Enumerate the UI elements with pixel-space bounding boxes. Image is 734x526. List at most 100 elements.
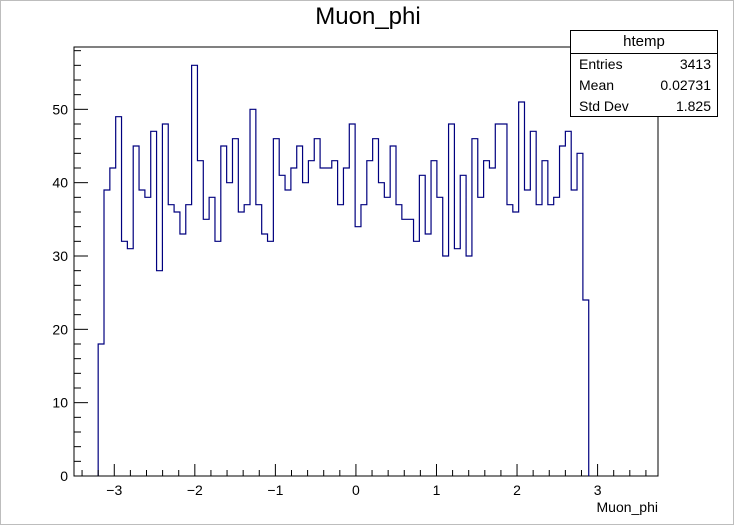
histogram-bin xyxy=(133,146,139,476)
histogram-bin xyxy=(273,139,279,476)
y-tick-label: 40 xyxy=(52,175,68,191)
histogram-bin xyxy=(583,300,589,476)
histogram-bin xyxy=(221,146,227,476)
x-axis-title: Muon_phi xyxy=(597,499,659,515)
histogram-bin xyxy=(431,161,437,476)
histogram-bin xyxy=(122,241,128,476)
histogram-bin xyxy=(326,168,332,476)
histogram-bin xyxy=(343,168,349,476)
histogram-bin xyxy=(209,197,215,476)
histogram-bin xyxy=(560,146,566,476)
histogram-bin xyxy=(285,190,291,476)
histogram-bin xyxy=(297,146,303,476)
histogram-bin xyxy=(197,161,203,476)
stats-box: htemp Entries 3413 Mean 0.02731 Std Dev … xyxy=(570,30,718,117)
histogram-bin xyxy=(110,168,116,476)
histogram-bin xyxy=(338,205,344,476)
histogram-bin xyxy=(460,175,466,476)
histogram-bin xyxy=(116,117,122,476)
histogram-bin xyxy=(530,131,536,476)
stats-mean-label: Mean xyxy=(579,77,615,93)
x-tick-label: 2 xyxy=(513,482,521,498)
histogram-bin xyxy=(250,109,256,476)
histogram-bin xyxy=(384,197,390,476)
histogram-bin xyxy=(174,212,180,476)
histogram-bin xyxy=(408,219,414,476)
histogram-bin xyxy=(443,256,449,476)
histogram-bin xyxy=(414,241,420,476)
histogram-bin xyxy=(332,161,338,476)
y-tick-label: 50 xyxy=(52,101,68,117)
histogram-bin xyxy=(507,205,513,476)
histogram-bin xyxy=(180,234,186,476)
histogram-bin xyxy=(157,271,163,476)
histogram-bin xyxy=(437,197,443,476)
stats-row-std: Std Dev 1.825 xyxy=(571,96,717,117)
histogram-bin xyxy=(308,161,314,476)
histogram-bin xyxy=(501,124,507,476)
histogram-bin xyxy=(495,124,501,476)
histogram-bin xyxy=(554,197,560,476)
histogram-bin xyxy=(425,234,431,476)
histogram-bin xyxy=(542,161,548,476)
histogram-bin xyxy=(279,175,285,476)
histogram-bin xyxy=(104,190,110,476)
histogram-bin xyxy=(478,197,484,476)
histogram-bin xyxy=(449,124,455,476)
stats-std-value: 1.825 xyxy=(675,98,711,114)
histogram-bin xyxy=(484,161,490,476)
histogram-bin xyxy=(367,161,373,476)
y-tick-label: 20 xyxy=(52,321,68,337)
chart-title: Muon_phi xyxy=(315,3,421,30)
histogram-bin xyxy=(244,205,250,476)
histogram-bin xyxy=(466,256,472,476)
histogram-bin xyxy=(303,183,309,476)
histogram-bin xyxy=(291,168,297,476)
histogram-bin xyxy=(145,197,151,476)
histogram-bin xyxy=(268,241,274,476)
histogram-bin xyxy=(98,344,104,476)
histogram-bin xyxy=(162,124,168,476)
histogram-bin xyxy=(402,219,408,476)
x-tick-label: 0 xyxy=(352,482,360,498)
histogram-series-line xyxy=(97,64,590,476)
histogram-bin xyxy=(577,153,583,476)
histogram-bin xyxy=(472,139,478,476)
stats-row-mean: Mean 0.02731 xyxy=(571,75,717,96)
histogram-bin xyxy=(127,249,133,476)
histogram-bin xyxy=(373,139,379,476)
histogram-bin xyxy=(262,234,268,476)
y-tick-label: 0 xyxy=(60,468,68,484)
histogram-bin xyxy=(548,205,554,476)
stats-row-entries: Entries 3413 xyxy=(571,54,717,75)
histogram-bin xyxy=(238,212,244,476)
histogram-bin xyxy=(524,190,530,476)
histogram-bin xyxy=(536,205,542,476)
histogram-bin xyxy=(215,241,221,476)
histogram-bin xyxy=(186,205,192,476)
histogram-bin xyxy=(232,139,238,476)
stats-std-label: Std Dev xyxy=(579,98,629,114)
histogram-bin xyxy=(256,205,262,476)
histogram-bin xyxy=(419,175,425,476)
histogram-bin xyxy=(454,249,460,476)
histogram-bin xyxy=(489,168,495,476)
stats-mean-value: 0.02731 xyxy=(660,77,711,93)
histogram-bin xyxy=(361,205,367,476)
histogram-bin xyxy=(519,102,525,476)
x-tick-label: 3 xyxy=(594,482,602,498)
histogram-bin xyxy=(565,131,571,476)
histogram-bin xyxy=(168,205,174,476)
histogram-bin xyxy=(139,190,145,476)
stats-title: htemp xyxy=(571,31,717,54)
x-tick-label: −3 xyxy=(106,482,122,498)
y-tick-label: 10 xyxy=(52,395,68,411)
histogram-bin xyxy=(355,227,361,476)
x-tick-label: −1 xyxy=(267,482,283,498)
histogram-bin xyxy=(378,183,384,476)
plot-frame xyxy=(73,46,659,477)
histogram-bin xyxy=(349,124,355,476)
stats-entries-label: Entries xyxy=(579,56,623,72)
